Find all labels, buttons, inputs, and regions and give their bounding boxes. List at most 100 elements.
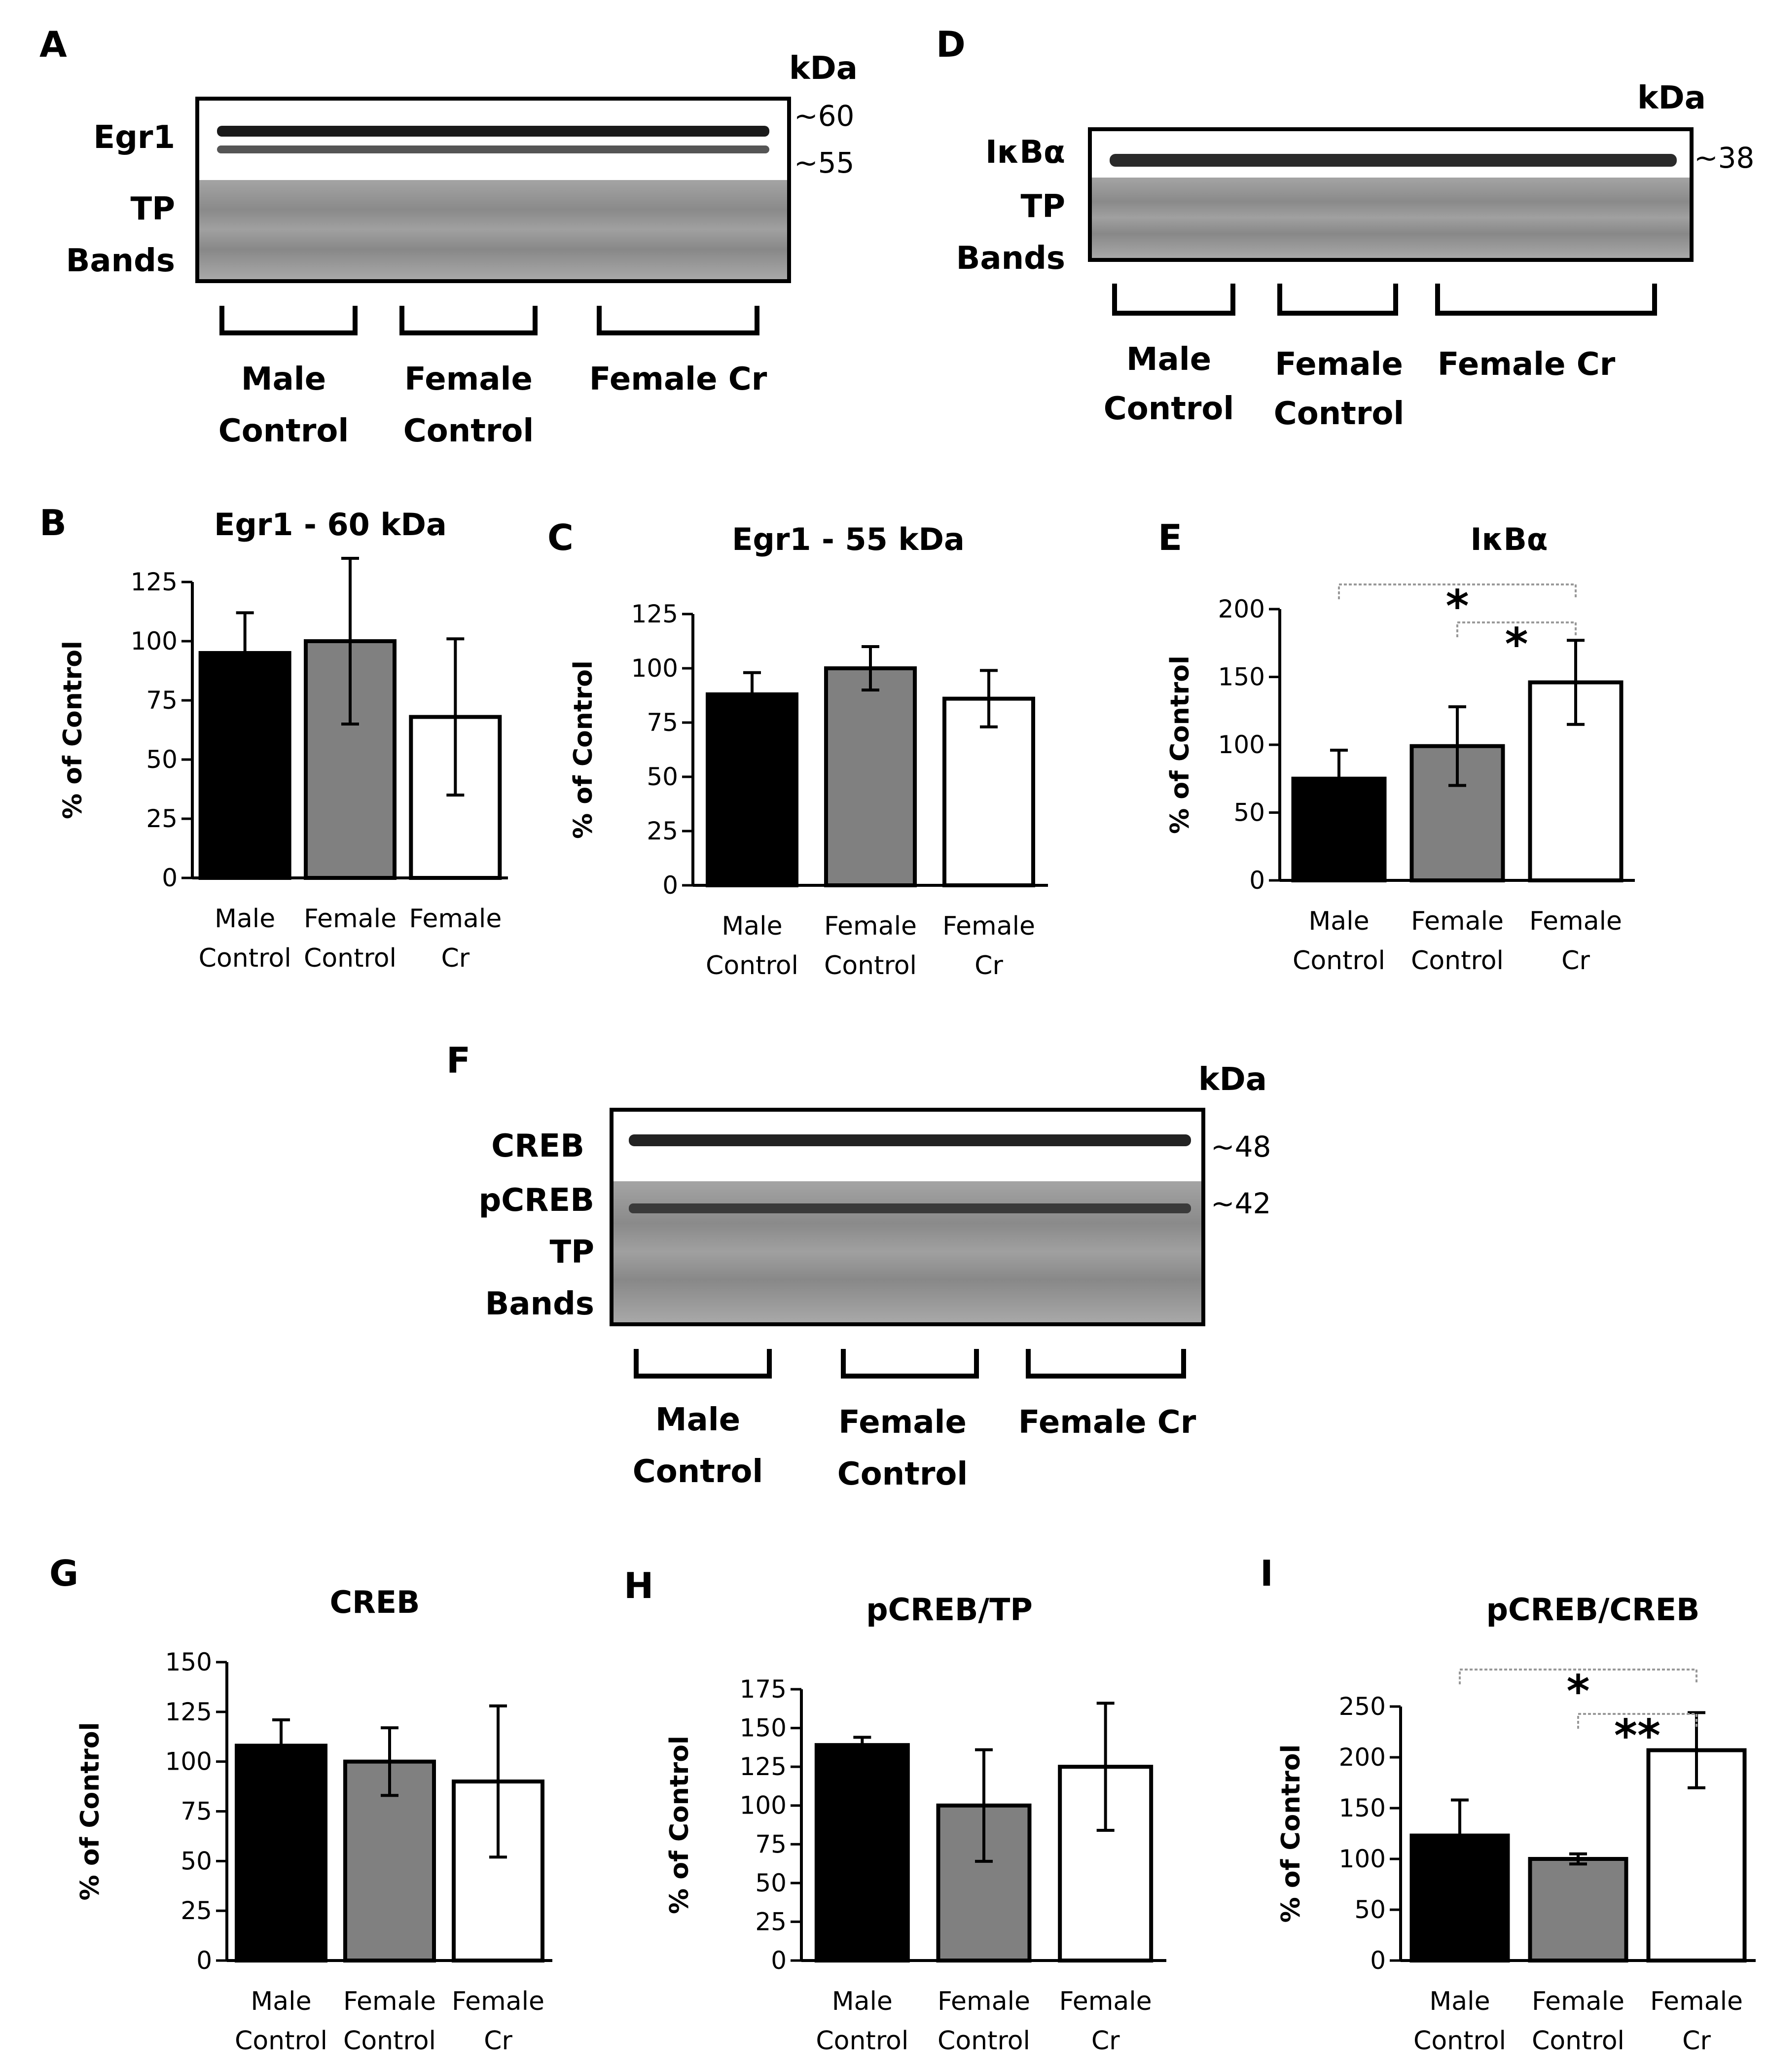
blot-a-row-egr1: Egr1 <box>93 119 175 156</box>
chart-i-significance-label-2: ** <box>1614 1710 1660 1762</box>
panel-label-h: H <box>624 1565 653 1606</box>
chart-h-category-label-1: Male <box>832 1987 893 2016</box>
blot-d-bracket-male <box>1112 284 1235 316</box>
chart-b-category-label-3: Cr <box>441 944 469 973</box>
chart-g-title: CREB <box>330 1584 420 1620</box>
chart-b-category-label-2: Female <box>304 904 397 934</box>
chart-g-ytick-label: 50 <box>180 1847 212 1875</box>
blot-d-ikba-band <box>1110 154 1677 167</box>
chart-h-category-label-3: Cr <box>1091 2026 1120 2056</box>
blot-f-group-male-1: Male <box>655 1402 740 1438</box>
blot-f: kDa CREB pCREB TP Bands ~48 ~42 Male Con… <box>478 1061 1271 1492</box>
chart-b-category-label-1: Male <box>215 904 275 934</box>
chart-b-ytick-label: 0 <box>162 864 178 892</box>
chart-h-title: pCREB/TP <box>866 1592 1033 1628</box>
chart-c-title: Egr1 - 55 kDa <box>732 521 965 557</box>
chart-e-category-label-2: Female <box>1411 907 1504 936</box>
blot-f-bracket-female-cr <box>1026 1349 1186 1379</box>
blot-a-marker-60: ~60 <box>794 99 854 133</box>
chart-h-bar-3 <box>1058 1765 1154 1963</box>
chart-b-egr1-60: Egr1 - 60 kDa 0 25 50 75 100 125 % of Control Ma… <box>58 507 508 973</box>
chart-g-ylabel: % of Control <box>75 1722 105 1901</box>
blot-a-row-tp: TP <box>130 191 175 227</box>
blot-d-bracket-female-cr <box>1435 284 1657 316</box>
blot-f-marker-48: ~48 <box>1211 1130 1271 1163</box>
chart-i-significance-label-1: * <box>1566 1666 1589 1717</box>
chart-g-category-label-2: Control <box>343 2026 436 2056</box>
blot-d-row-tp: TP <box>1020 188 1065 225</box>
chart-i-category-label-2: Female <box>1532 1987 1624 2016</box>
panel-label-g: G <box>49 1553 78 1594</box>
chart-c-bar-2 <box>824 666 917 887</box>
blot-a-marker-55: ~55 <box>794 146 854 180</box>
panel-label-i: I <box>1260 1553 1273 1594</box>
blot-a-kda-label: kDa <box>789 50 858 87</box>
chart-c-ytick-label: 25 <box>647 817 678 845</box>
chart-c-bar-1 <box>706 692 798 888</box>
chart-e-category-label-3: Cr <box>1561 946 1590 976</box>
chart-h-pcreb-tp: pCREB/TP 0 25 50 75 100 125 150 175 % of Control M… <box>665 1592 1166 2056</box>
chart-c-ylabel: % of Control <box>569 660 598 839</box>
blot-f-creb-band <box>629 1134 1191 1146</box>
chart-i-ytick-label: 100 <box>1339 1845 1386 1873</box>
chart-b-ylabel: % of Control <box>58 641 88 819</box>
chart-i-category-label-1: Control <box>1413 2026 1506 2056</box>
blot-f-row-tp: TP <box>549 1234 594 1271</box>
chart-e-category-label-1: Control <box>1293 946 1385 976</box>
chart-g-category-label-2: Female <box>343 1987 436 2016</box>
chart-c-ytick-label: 125 <box>631 600 678 628</box>
chart-g-category-label-1: Male <box>251 1987 311 2016</box>
blot-f-bracket-female <box>841 1349 979 1379</box>
panel-label-d: D <box>936 24 966 65</box>
chart-b-category-label-3: Female <box>409 904 502 934</box>
blot-d: kDa IκBα TP Bands ~38 Male Control Femal… <box>956 80 1755 432</box>
chart-e-significance-bracket-2 <box>1456 621 1577 637</box>
blot-f-group-male-2: Control <box>633 1454 763 1490</box>
blot-f-tp-region <box>613 1181 1201 1322</box>
blot-d-group-male-2: Control <box>1104 391 1234 427</box>
blot-f-pcreb-band <box>629 1203 1191 1213</box>
blot-a-group-female-cr: Female Cr <box>589 361 767 398</box>
chart-e-significance-label-1: * <box>1445 581 1469 632</box>
panel-label-f: F <box>446 1040 470 1081</box>
chart-i-ytick-label: 50 <box>1354 1895 1386 1924</box>
blot-d-row-bands: Bands <box>956 240 1065 277</box>
blot-d-group-female-2: Control <box>1274 396 1405 432</box>
blot-d-group-male-1: Male <box>1126 341 1211 378</box>
chart-c-category-label-3: Cr <box>974 951 1003 981</box>
blot-a-row-bands: Bands <box>66 243 175 279</box>
chart-h-ytick-label: 150 <box>740 1714 787 1743</box>
chart-i-category-label-2: Control <box>1532 2026 1624 2056</box>
chart-b-ytick-label: 50 <box>146 745 178 774</box>
chart-e-ytick-label: 50 <box>1233 799 1265 827</box>
chart-g-category-label-3: Female <box>452 1987 544 2016</box>
blot-f-row-bands: Bands <box>485 1286 594 1322</box>
chart-h-ytick-label: 100 <box>740 1791 787 1820</box>
chart-g-category-label-3: Cr <box>484 2026 512 2056</box>
chart-h-category-label-2: Female <box>938 1987 1030 2016</box>
blot-f-row-pcreb: pCREB <box>478 1182 594 1219</box>
chart-e-significance-label-2: * <box>1505 618 1528 670</box>
chart-c-egr1-55: Egr1 - 55 kDa 0 25 50 75 100 125 % of Control Ma… <box>569 521 1048 981</box>
chart-b-ytick-label: 100 <box>131 627 178 655</box>
blot-f-group-female-2: Control <box>837 1456 968 1492</box>
chart-e-ytick-label: 150 <box>1218 663 1265 691</box>
chart-e-ytick-label: 0 <box>1249 866 1265 895</box>
chart-g-ytick-label: 150 <box>165 1648 212 1676</box>
chart-i-significance-bracket-2 <box>1577 1713 1697 1729</box>
chart-g-ytick-label: 75 <box>180 1797 212 1826</box>
chart-i-ytick-label: 250 <box>1339 1692 1386 1721</box>
chart-e-ytick-label: 100 <box>1218 730 1265 759</box>
chart-h-ytick-label: 125 <box>740 1752 787 1781</box>
chart-c-ytick-label: 100 <box>631 654 678 683</box>
chart-b-ytick-label: 25 <box>146 804 178 833</box>
blot-a-tp-region <box>199 180 787 279</box>
chart-e-title: IκBα <box>1471 521 1548 557</box>
chart-e-category-label-1: Male <box>1308 907 1369 936</box>
blot-f-group-female-1: Female <box>838 1404 967 1441</box>
blot-a-group-female-2: Control <box>403 413 534 449</box>
blot-f-bracket-male <box>634 1349 772 1379</box>
chart-i-ylabel: % of Control <box>1276 1745 1306 1923</box>
blot-a-egr1-55-band <box>217 145 769 153</box>
blot-f-group-female-cr: Female Cr <box>1018 1404 1196 1441</box>
